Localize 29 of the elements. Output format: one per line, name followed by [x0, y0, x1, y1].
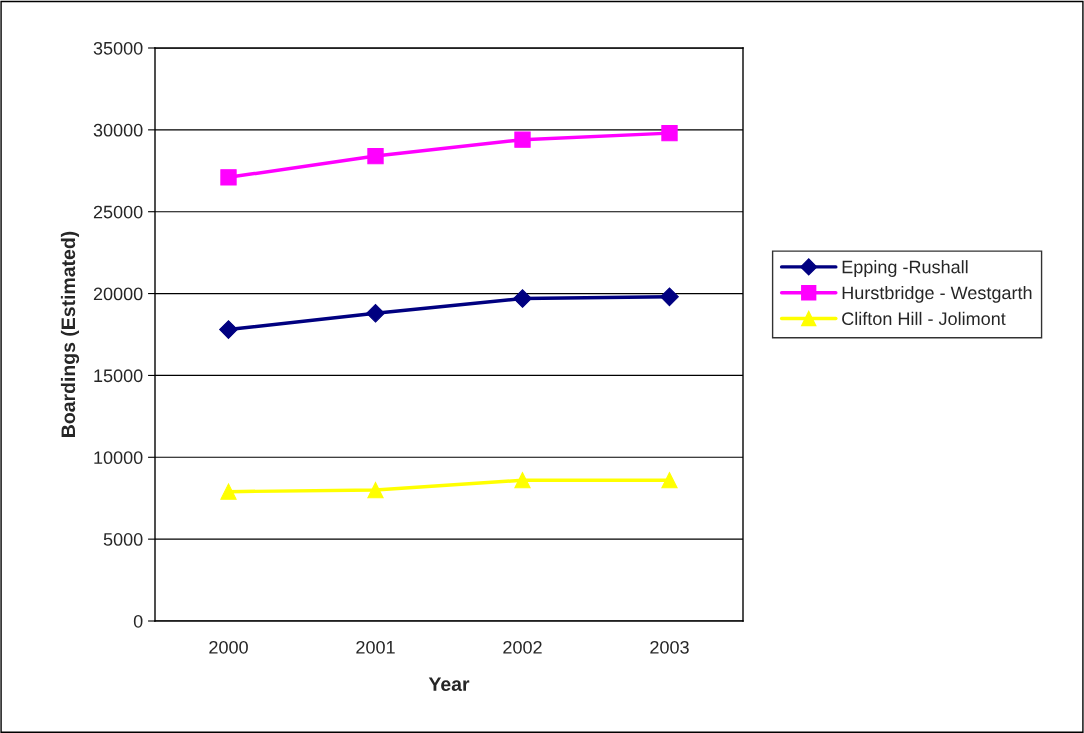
y-axis-title: Boardings (Estimated)	[60, 231, 80, 437]
y-tick-label: 0	[133, 614, 143, 628]
point	[219, 320, 238, 339]
y-tick-label: 10000	[94, 451, 143, 465]
x-tick-label: 2002	[503, 640, 542, 654]
x-tick-label: 2000	[209, 640, 248, 654]
point	[514, 131, 531, 148]
legend-label: Epping -Rushall	[842, 260, 968, 277]
point	[513, 289, 532, 308]
legend-label: Clifton Hill - Jolimont	[842, 311, 1006, 326]
y-tick-label: 30000	[93, 123, 143, 137]
y-tick-label: 20000	[93, 287, 143, 301]
point	[661, 124, 678, 142]
point	[366, 303, 385, 323]
point	[220, 169, 237, 186]
y-tick-label: 5000	[103, 533, 143, 546]
y-tick-label: 25000	[93, 205, 143, 219]
x-tick-label: 2003	[650, 640, 689, 654]
y-tick-label: 15000	[94, 369, 143, 383]
point	[220, 483, 237, 500]
point	[514, 472, 531, 489]
y-tick-label: 35000	[93, 41, 143, 55]
legend-label: Hurstbridge - Westgarth	[842, 285, 1032, 303]
x-tick-label: 2001	[356, 640, 395, 654]
point	[660, 287, 679, 307]
point	[367, 481, 384, 499]
x-axis-title: Year	[428, 677, 470, 691]
point	[661, 472, 678, 489]
point	[367, 147, 384, 165]
